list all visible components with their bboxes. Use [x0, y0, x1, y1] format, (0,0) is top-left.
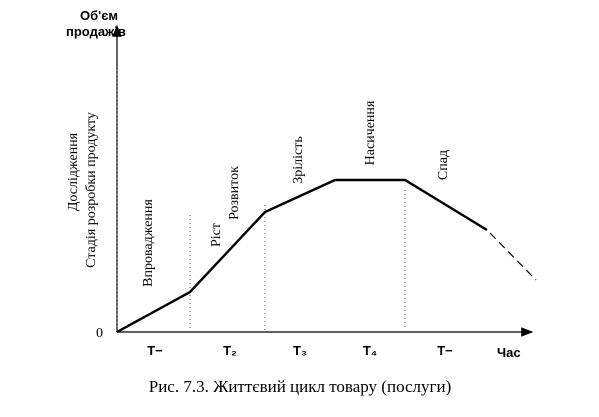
period-label: T₄: [363, 343, 377, 358]
period-label: T−: [437, 343, 453, 358]
stage-label: Ріст: [209, 223, 224, 247]
origin-label: 0: [96, 326, 103, 341]
life-cycle-curve: [116, 178, 488, 334]
period-label: T₂: [223, 343, 237, 358]
stage-label: Насичення: [363, 100, 378, 165]
caption: Рис. 7.3. Життєвий цикл товару (послуги): [149, 377, 452, 396]
stage-label: Стадія розробки продукту: [84, 112, 99, 268]
stage-label: Зрілість: [291, 136, 306, 184]
stage-label: Впровадження: [141, 199, 156, 287]
stage-label: Спад: [436, 150, 451, 180]
y-axis-label: Об'єм: [80, 8, 118, 23]
period-label: T−: [147, 343, 163, 358]
x-axis-label: Час: [497, 345, 521, 360]
stage-label: Розвиток: [227, 166, 242, 220]
period-label: T₃: [293, 343, 307, 358]
curve-extension: [489, 232, 537, 281]
y-axis-label: продажів: [66, 24, 126, 39]
stage-label: Дослідження: [66, 132, 81, 211]
